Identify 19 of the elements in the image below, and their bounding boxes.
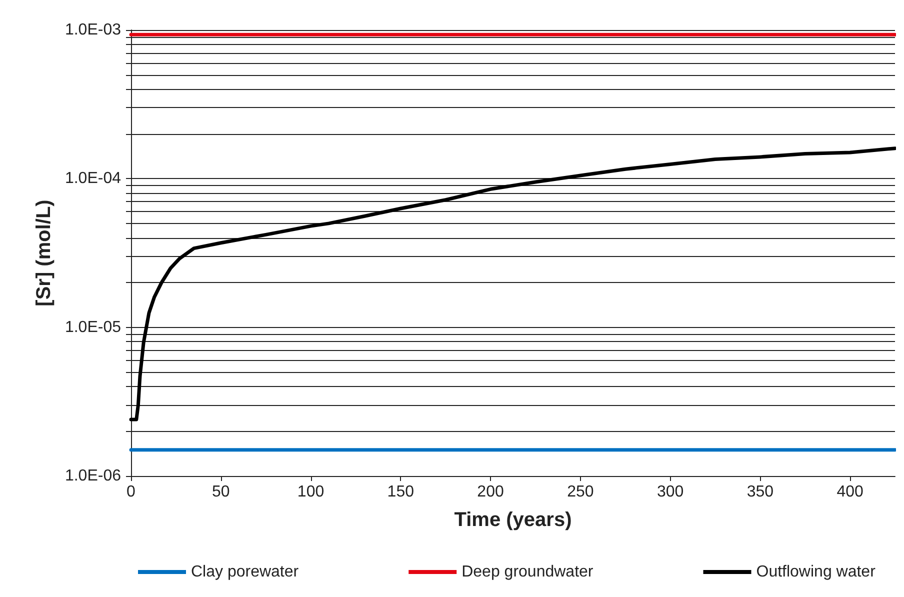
legend-label: Clay porewater	[191, 564, 300, 580]
x-tick-label: 300	[656, 484, 684, 500]
x-tick-label: 150	[387, 484, 414, 500]
x-axis-title: Time (years)	[454, 509, 572, 531]
line-series	[129, 146, 896, 422]
x-tick-label: 100	[297, 484, 324, 500]
y-axis-title: [Sr] (mol/L)	[33, 200, 56, 306]
legend-label: Deep groundwater	[462, 564, 594, 580]
y-tick-label: 1.0E-04	[64, 170, 122, 188]
y-tick-label: 1.0E-03	[64, 22, 122, 38]
legend-label: Outflowing water	[756, 564, 876, 580]
x-tick-label: 0	[126, 484, 136, 500]
y-tick-label: 1.0E-06	[64, 468, 122, 484]
y-tick-label: 1.0E-05	[64, 318, 122, 336]
x-tick-label: 400	[836, 484, 864, 500]
x-tick-label: 200	[477, 484, 504, 500]
x-tick-label: 50	[212, 484, 230, 500]
x-tick-label: 250	[567, 484, 594, 500]
x-tick-label: 350	[746, 484, 774, 500]
